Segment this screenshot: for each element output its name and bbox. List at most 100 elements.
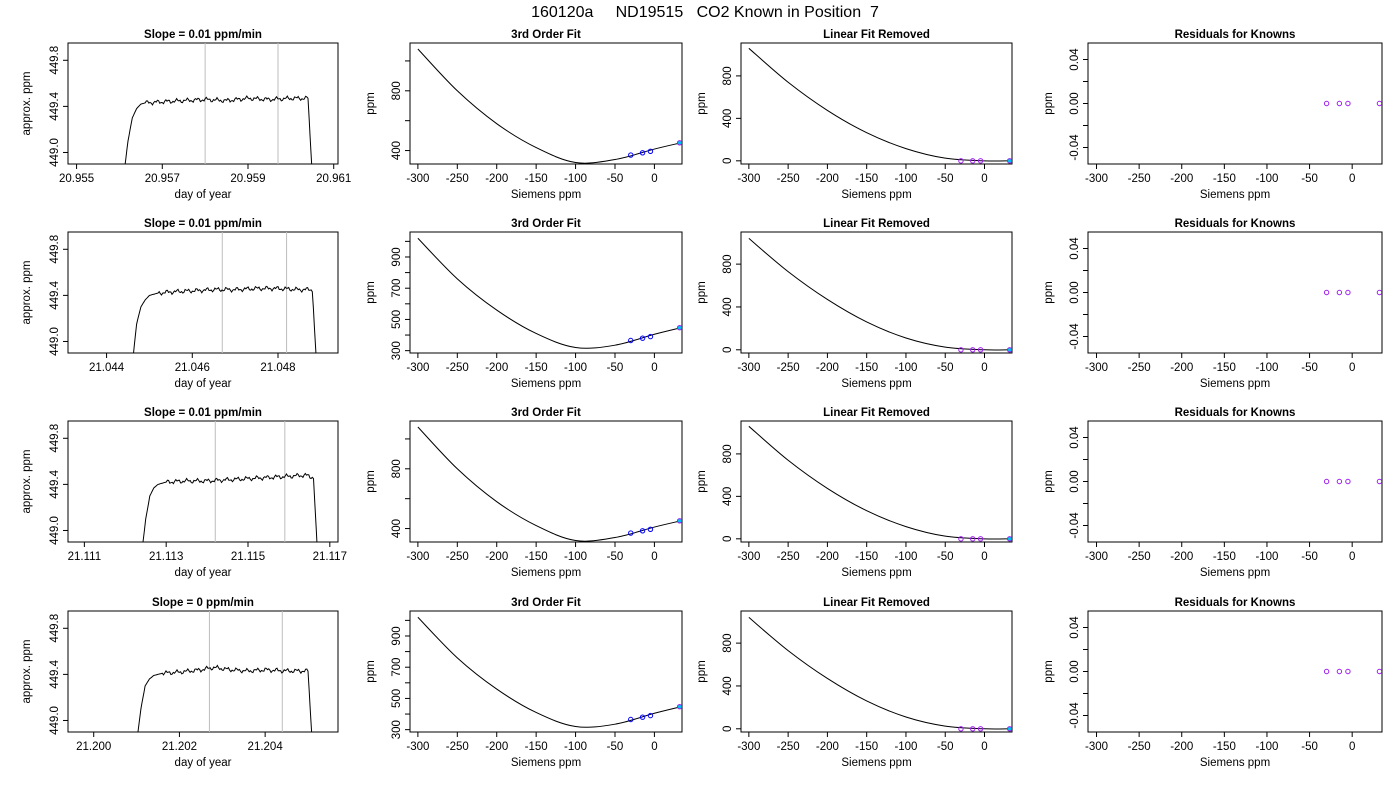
x-axis-label: Siemens ppm: [511, 378, 581, 390]
plot-frame: [1087, 420, 1383, 543]
y-axis-label: ppm: [365, 92, 377, 114]
y-tick-label: 800: [391, 459, 403, 478]
known-point: [1323, 668, 1330, 675]
known-point: [647, 333, 654, 340]
panel-title: 3rd Order Fit: [511, 29, 581, 41]
x-tick-label: -200: [816, 741, 839, 753]
x-tick-label: -150: [1213, 551, 1236, 563]
y-tick-label: 0.04: [1069, 237, 1081, 260]
y-tick-label: -0.04: [1069, 134, 1081, 161]
known-point: [676, 325, 682, 331]
x-tick-label: -250: [1128, 173, 1151, 185]
x-tick-label: -150: [855, 173, 878, 185]
known-point: [1336, 478, 1343, 485]
known-point: [970, 347, 976, 353]
panel-r0-c1: 3rd Order Fit -300 -250 -200 -150 -100 -50 0 Sie…: [365, 29, 683, 201]
x-tick-label: 21.117: [313, 551, 347, 563]
x-tick-label: 0: [981, 741, 987, 753]
x-tick-label: 21.113: [149, 551, 183, 563]
x-tick-label: 0: [1349, 362, 1355, 374]
y-tick-label: 0: [722, 726, 734, 732]
x-tick-label: -50: [607, 741, 624, 753]
panel-r1-c2: Linear Fit Removed -300 -250 -200 -150 -100 -5…: [696, 218, 1013, 390]
x-tick-label: 0: [651, 551, 657, 563]
known-point: [958, 726, 964, 732]
x-tick-label: -300: [1085, 173, 1108, 185]
plot-frame: [67, 610, 339, 733]
panel-r3-c3: Residuals for Knowns -300 -250 -200 -150 -100…: [1043, 597, 1383, 769]
known-point: [977, 347, 984, 353]
y-tick-label: 300: [391, 341, 403, 360]
fit-curve: [417, 616, 680, 728]
x-axis-label: Siemens ppm: [1200, 378, 1270, 390]
x-tick-label: -250: [446, 551, 469, 563]
panel-r2-c1: 3rd Order Fit -300 -250 -200 -150 -100 -50 0 Sie…: [365, 407, 683, 579]
x-tick-label: -100: [564, 741, 587, 753]
plot-frame: [1087, 610, 1383, 733]
y-tick-label: 0: [722, 536, 734, 542]
x-tick-label: -150: [525, 362, 548, 374]
panel-title: 3rd Order Fit: [511, 218, 581, 230]
known-point: [1345, 289, 1351, 296]
x-tick-label: 21.200: [76, 741, 111, 753]
known-point: [1345, 100, 1351, 107]
calibration-point: [1007, 536, 1012, 541]
y-tick-label: 449.0: [49, 706, 61, 735]
x-tick-label: -300: [406, 551, 429, 563]
x-tick-label: -250: [777, 741, 800, 753]
x-tick-label: -300: [1085, 741, 1108, 753]
y-tick-label: 449.4: [49, 91, 61, 120]
y-tick-label: 400: [391, 141, 403, 160]
panel-grid: Slope = 0.01 ppm/min 20.955 20.957 20.959 20…: [21, 29, 1383, 769]
concentration-trace: [142, 472, 318, 542]
panel-title: Residuals for Knowns: [1175, 597, 1296, 609]
y-axis-label: approx. ppm: [21, 450, 33, 514]
x-tick-label: -200: [1170, 362, 1193, 374]
y-axis-label: ppm: [1043, 92, 1055, 114]
plot-area: [1323, 478, 1382, 485]
plot-frame: [409, 610, 683, 733]
concentration-trace: [133, 285, 317, 353]
x-tick-label: -50: [937, 741, 954, 753]
x-tick-label: 0: [1349, 551, 1355, 563]
known-point: [628, 337, 634, 344]
panel-title: Slope = 0.01 ppm/min: [144, 218, 262, 230]
x-tick-label: -100: [894, 173, 917, 185]
plot-area: [417, 237, 682, 349]
known-point: [977, 536, 984, 542]
x-tick-label: -300: [737, 173, 760, 185]
concentration-trace: [124, 95, 313, 164]
panel-r3-c0: Slope = 0 ppm/min 21.200 21.202 21.204 day o…: [21, 597, 339, 769]
y-tick-label: 449.0: [49, 327, 61, 356]
plot-frame: [1087, 42, 1383, 165]
y-tick-label: 0.00: [1069, 92, 1081, 114]
fit-curve: [417, 237, 680, 349]
y-tick-label: 700: [391, 279, 403, 298]
y-axis-label: ppm: [696, 281, 708, 303]
plot-area: [133, 232, 317, 353]
x-axis-label: Siemens ppm: [511, 189, 581, 201]
known-point: [639, 150, 646, 156]
y-tick-label: 400: [722, 297, 734, 316]
x-tick-label: 0: [651, 362, 657, 374]
panel-title: Linear Fit Removed: [823, 597, 930, 609]
known-point: [676, 518, 682, 524]
x-tick-label: -250: [446, 173, 469, 185]
fit-curve: [417, 48, 680, 164]
x-axis-label: Siemens ppm: [841, 378, 911, 390]
x-tick-label: -100: [894, 362, 917, 374]
y-tick-label: 0.00: [1069, 470, 1081, 492]
panel-r2-c2: Linear Fit Removed -300 -250 -200 -150 -100 -5…: [696, 407, 1013, 579]
plot-frame: [409, 420, 683, 543]
y-tick-label: 700: [391, 658, 403, 677]
y-tick-label: 400: [722, 109, 734, 128]
x-tick-label: -150: [1213, 362, 1236, 374]
x-tick-label: 20.955: [59, 173, 94, 185]
panel-title: Linear Fit Removed: [823, 218, 930, 230]
x-tick-label: -250: [446, 362, 469, 374]
known-point: [1376, 289, 1382, 296]
x-tick-label: -200: [485, 173, 508, 185]
x-tick-label: -300: [737, 551, 760, 563]
y-tick-label: -0.04: [1069, 702, 1081, 729]
y-tick-label: 500: [391, 689, 403, 708]
